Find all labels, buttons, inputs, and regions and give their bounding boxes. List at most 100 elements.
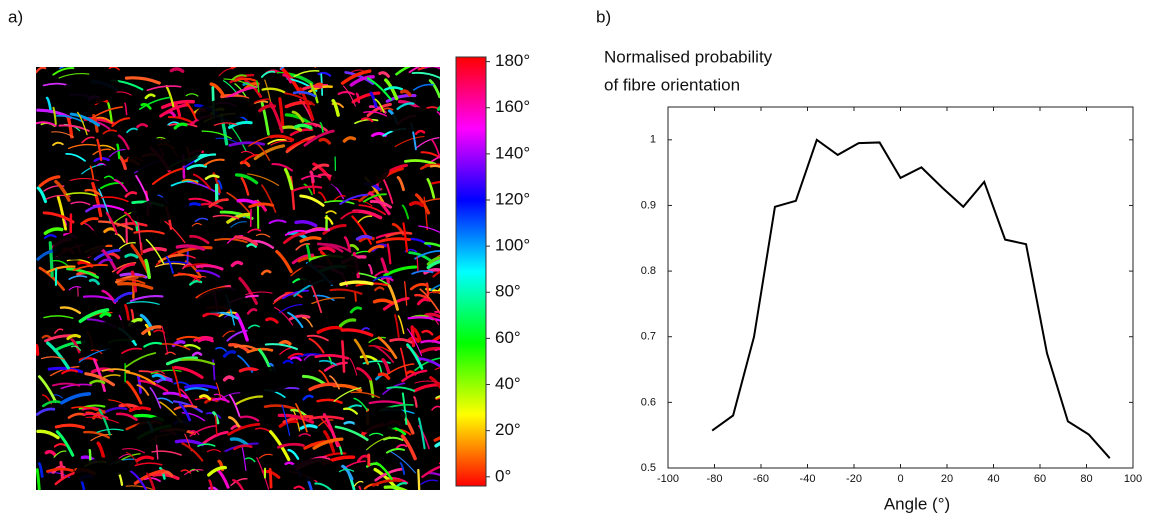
fibre (414, 380, 440, 384)
fibre (384, 86, 404, 91)
fibre (96, 428, 124, 433)
fibre (105, 211, 118, 235)
fibre (395, 67, 412, 76)
fibre (355, 234, 373, 241)
fibre (255, 80, 260, 93)
x-tick-label: 0 (897, 473, 903, 485)
fibre (124, 102, 128, 116)
y-tick-label: 0.5 (641, 462, 656, 474)
fibre (115, 278, 146, 285)
fibre (407, 316, 440, 322)
fibre (396, 102, 415, 111)
colorbar-tick-label: 20° (495, 420, 521, 439)
fibre (70, 201, 91, 206)
fibre (121, 347, 143, 355)
fibre (416, 297, 430, 306)
fibre (273, 306, 294, 326)
fibre (247, 324, 260, 329)
fibre (309, 82, 319, 104)
fibre (247, 228, 262, 234)
colorbar-tick-label: 180° (495, 51, 530, 70)
fibre (337, 91, 355, 96)
fibre (278, 419, 299, 428)
fibre (428, 79, 440, 99)
fibre (261, 87, 286, 94)
fibre (189, 279, 203, 286)
fibre (85, 416, 120, 424)
fibre (54, 328, 64, 334)
fibre (368, 336, 386, 343)
fibre (256, 457, 270, 490)
fibre (434, 366, 440, 371)
fibre (212, 397, 230, 403)
pore (195, 96, 255, 124)
fibre (81, 163, 105, 175)
panel-label: a) (8, 7, 23, 26)
fibre-layer (36, 67, 440, 490)
fibre (395, 443, 408, 449)
fibre (401, 204, 410, 220)
fibre (343, 236, 351, 251)
fibre (156, 397, 174, 404)
fibre (358, 272, 391, 287)
fibre (368, 345, 391, 353)
fibre (90, 349, 103, 355)
fibre (382, 436, 404, 441)
fibre (239, 415, 260, 422)
fibre (302, 316, 313, 328)
fibre (340, 210, 360, 220)
fibre (385, 231, 413, 238)
fibre (173, 273, 202, 279)
fibre (52, 141, 64, 147)
fibre (246, 308, 258, 315)
fibre (432, 270, 440, 278)
fibre (208, 486, 219, 490)
fibre (263, 404, 296, 411)
fibre (416, 256, 419, 272)
fibre (44, 449, 57, 457)
fibre (408, 67, 421, 74)
fibre (96, 138, 103, 162)
fibre (96, 441, 106, 461)
fibre (314, 67, 317, 68)
fibre (237, 354, 254, 374)
fibre (36, 344, 40, 356)
fibre (240, 176, 250, 196)
fibre (101, 368, 131, 373)
fibre (360, 117, 374, 123)
fibre (276, 71, 302, 79)
fibre (36, 407, 56, 416)
fibre (56, 195, 68, 231)
fibre (149, 387, 162, 409)
fibre (426, 256, 440, 266)
fibre (333, 387, 362, 402)
fibre (318, 369, 330, 384)
fibre (413, 396, 418, 408)
fibre (344, 71, 375, 85)
fibre (161, 325, 169, 355)
colorbar-tick-label: 60° (495, 328, 521, 347)
fibre (430, 155, 440, 163)
fibre (54, 179, 71, 202)
fibre (183, 344, 201, 350)
fibre (227, 422, 261, 436)
fibre (368, 400, 405, 406)
fibre (41, 400, 61, 408)
fibre (124, 76, 161, 85)
fibre (429, 164, 440, 168)
y-tick-label: 0.9 (641, 199, 656, 211)
fibre (377, 362, 383, 375)
fibre (136, 123, 149, 129)
fibre (261, 184, 277, 213)
fibre (403, 159, 437, 166)
fibre (351, 198, 373, 207)
fibre (230, 221, 247, 228)
colorbar-tick-label: 140° (495, 143, 530, 162)
fibre (255, 233, 271, 238)
fibre (40, 356, 65, 360)
fibre (124, 191, 138, 198)
fibre (372, 478, 402, 487)
fibre (430, 138, 440, 158)
fibre (116, 143, 121, 160)
fibre (223, 78, 257, 89)
